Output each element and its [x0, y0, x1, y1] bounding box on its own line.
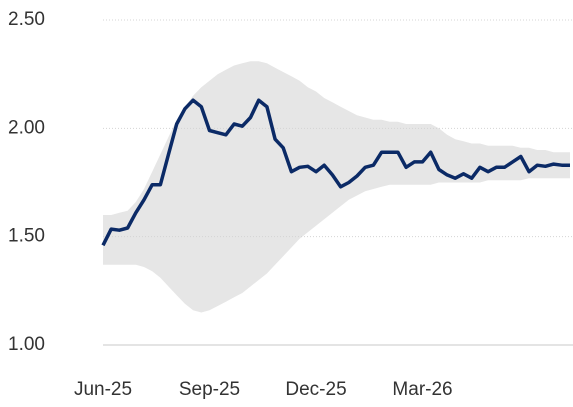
x-tick-label: Jun-25	[74, 379, 132, 400]
range-band	[103, 61, 570, 313]
y-tick-label: 1.50	[8, 226, 45, 247]
y-tick-label: 2.00	[8, 117, 45, 138]
y-tick-label: 2.50	[8, 9, 45, 30]
x-tick-label: Sep-25	[179, 379, 240, 400]
line-series	[101, 98, 570, 247]
y-tick-label: 1.00	[8, 334, 45, 355]
x-tick-label: Mar-26	[392, 379, 452, 400]
x-tick-label: Dec-25	[285, 379, 346, 400]
